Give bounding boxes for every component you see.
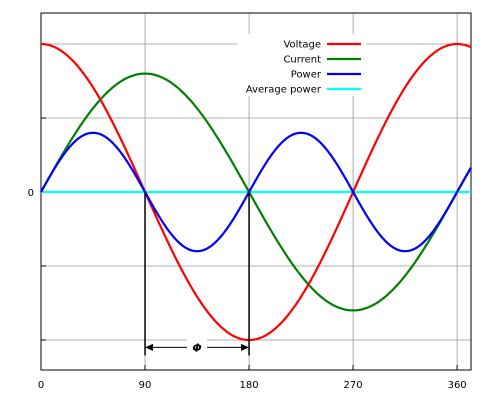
phase-label: Φ: [192, 341, 201, 354]
series-current-line: [40, 72, 472, 312]
legend-label: Power: [291, 70, 322, 81]
series-voltage-line: [40, 42, 472, 342]
phase-arrow: Φ: [145, 339, 250, 356]
legend-label: Current: [283, 55, 321, 66]
series-power-line: [40, 131, 472, 253]
legend-entry: Average power: [246, 85, 361, 96]
legend-label: Voltage: [283, 40, 321, 51]
phase-label-bg: [187, 339, 208, 356]
y-tick-label: 0: [28, 188, 34, 199]
legend-entry: Power: [291, 70, 361, 81]
legend-entry: Current: [283, 55, 361, 66]
x-tick-label: 270: [344, 380, 363, 391]
x-tick-label: 0: [38, 380, 44, 391]
phase-arrowhead-left: [145, 343, 154, 351]
x-tick-label: 90: [139, 380, 152, 391]
legend-entry: Voltage: [283, 40, 361, 51]
annotation-layer: Φ: [144, 192, 250, 356]
series-layer: [40, 42, 472, 342]
legend: Voltage Current Power Average power: [238, 34, 366, 96]
legend-label: Average power: [246, 85, 322, 96]
x-tick-label: 360: [448, 380, 467, 391]
x-tick-label: 180: [240, 380, 259, 391]
phase-arrowhead-right: [241, 343, 250, 351]
